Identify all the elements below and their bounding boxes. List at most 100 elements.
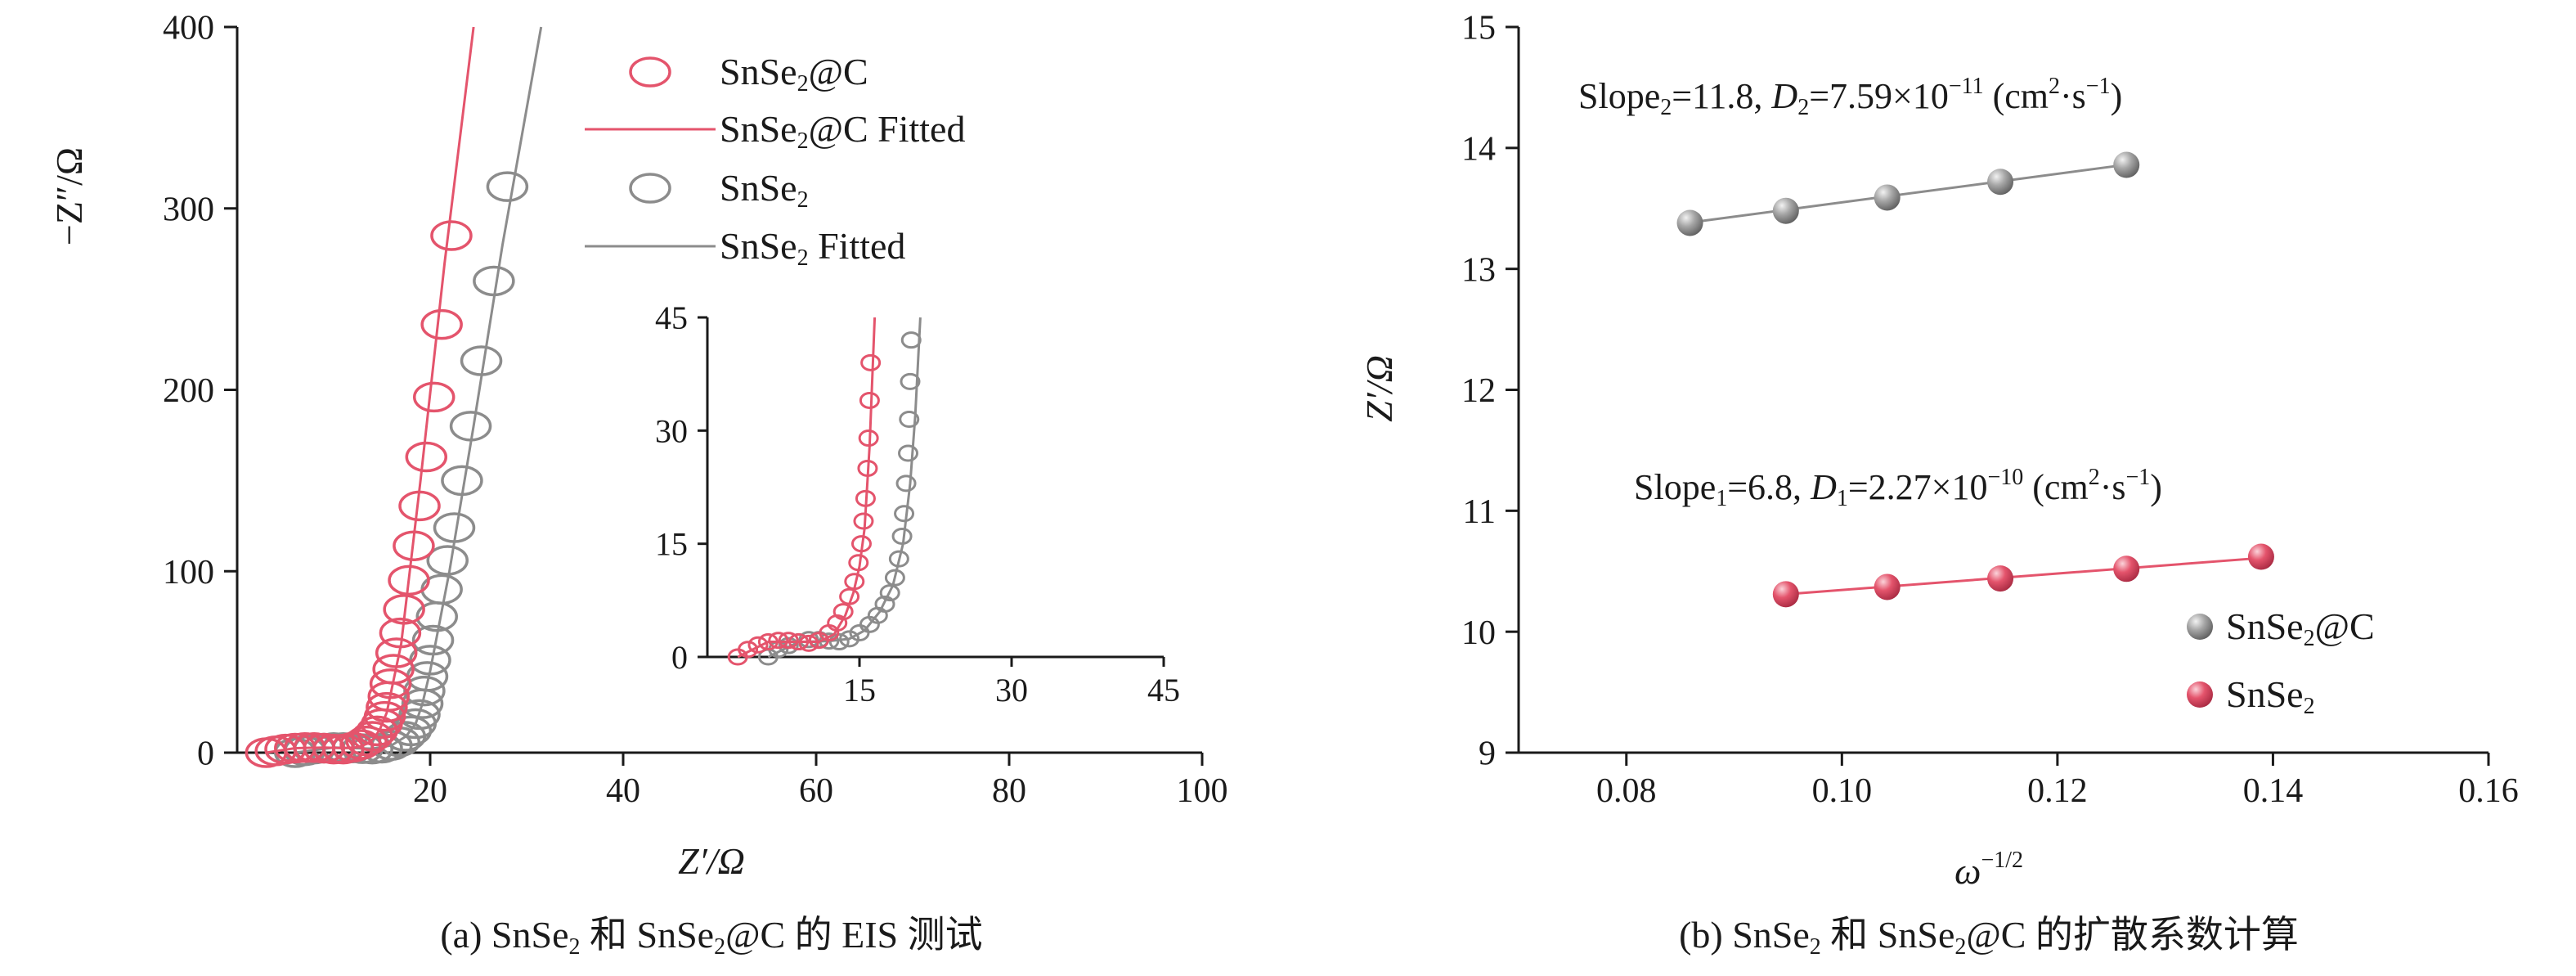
panel-a-x-tick-label: 20: [413, 772, 447, 810]
panel-b-snse2-point: [1987, 565, 2014, 592]
inset-x-tick-label: 45: [1147, 672, 1180, 708]
legend-label-snse2c: SnSe2@C: [720, 51, 868, 97]
panel-b-ticks: 0.08 0.10 0.12 0.14 0.16 9 10 11 12 13 14 15: [1461, 10, 2519, 810]
annotation-slope-2: Slope2=11.8, D2=7.59×10−11 (cm2·s−1): [1578, 74, 2122, 120]
inset-snse2-c-point: [738, 641, 759, 659]
panel-a-x-axis-label: Z′/Ω: [678, 840, 745, 882]
panel-b-snse2-c-point: [1874, 184, 1901, 211]
panel-a-snse2-point: [473, 265, 515, 297]
panel-a-snse2-c-point: [405, 441, 448, 473]
panel-b-snse2-c-point: [1676, 209, 1703, 236]
panel-a-snse2-point: [403, 675, 446, 707]
inset-snse2-c-fitted-line: [737, 317, 877, 659]
panel-b-snse2-c-point: [1987, 169, 2014, 196]
panel-b-snse2-point: [1772, 581, 1799, 608]
panel-b-x-tick-label: 0.10: [1812, 772, 1873, 810]
panel-b-y-tick-label: 15: [1461, 10, 1496, 47]
inset-snse2-point: [891, 527, 913, 545]
panel-b-snse2-c-fit-line: [1690, 163, 2127, 224]
panel-a-series: [245, 26, 543, 768]
panel-a-snse2-c-point: [345, 725, 388, 757]
legend-label-snse2-b: SnSe2: [2226, 673, 2315, 719]
panel-a-x-tick-label: 60: [799, 772, 833, 810]
inset-snse2-c-point: [798, 634, 819, 652]
panel-b-snse2-point: [1874, 573, 1901, 600]
inset-snse2-point: [894, 505, 915, 523]
panel-a-snse2-point: [426, 545, 469, 576]
inset-snse2-point: [884, 569, 905, 587]
panel-b-y-tick-label: 10: [1461, 614, 1496, 652]
panel-a-y-tick-label: 200: [163, 372, 214, 410]
inset-snse2-point: [900, 372, 921, 390]
inset-x-tick-label: 15: [843, 672, 876, 708]
legend-label-snse2-fitted: SnSe2 Fitted: [720, 225, 905, 271]
panel-a-snse2-c-point: [388, 564, 430, 596]
panel-b-caption: (b) SnSe2 和 SnSe2@C 的扩散系数计算: [1679, 914, 2299, 960]
panel-a-snse2-point: [486, 171, 529, 202]
inset-y-tick-label: 0: [671, 639, 688, 676]
panel-a-legend: SnSe2@C SnSe2@C Fitted SnSe2 SnSe2 Fitte…: [585, 51, 965, 271]
panel-a-y-axis-label: −Z″/Ω: [48, 147, 90, 245]
inset-y-tick-label: 15: [655, 526, 688, 563]
annotation-slope-1: Slope1=6.8, D1=2.27×10−10 (cm2·s−1): [1634, 465, 2162, 511]
panel-b-y-tick-label: 13: [1461, 251, 1496, 289]
panel-b-legend: SnSe2@C SnSe2: [2187, 605, 2375, 719]
panel-a-snse2-point: [398, 699, 441, 731]
panel-b-y-tick-label: 9: [1479, 735, 1496, 773]
inset-y-tick-label: 30: [655, 412, 688, 449]
panel-a-inset-chart: 15 30 45 0 15 30 45: [655, 299, 1180, 708]
panel-a-x-tick-label: 100: [1177, 772, 1228, 810]
inset-snse2-point: [778, 636, 799, 654]
inset-snse2-point: [900, 331, 922, 349]
legend-label-snse2: SnSe2: [720, 167, 809, 213]
panel-b-snse2-fit-line: [1785, 556, 2262, 596]
panel-b-snse2-c-point: [1772, 197, 1799, 224]
panel-a-snse2-point: [449, 411, 492, 442]
panel-b-snse2-point: [2247, 543, 2274, 570]
inset-snse2-point: [888, 550, 909, 568]
panel-b-y-axis-label: Z′/Ω: [1358, 355, 1400, 422]
panel-b-series: [1676, 151, 2274, 608]
inset-snse2-point: [874, 595, 895, 613]
inset-series: [727, 317, 922, 666]
legend-marker-snse2: [629, 173, 671, 204]
panel-b-x-tick-label: 0.14: [2243, 772, 2304, 810]
panel-a-caption: (a) SnSe2 和 SnSe2@C 的 EIS 测试: [440, 914, 982, 960]
panel-b-y-tick-label: 11: [1463, 493, 1496, 531]
panel-a-snse2-c-point: [312, 733, 355, 765]
panel-a-snse2-c-point: [412, 381, 456, 413]
panel-a-x-tick-label: 40: [606, 772, 640, 810]
legend-marker-snse2c-b: [2187, 614, 2213, 640]
panel-b-snse2-c-point: [2113, 151, 2140, 178]
inset-snse2-c-point: [778, 632, 799, 650]
panel-b-y-tick-label: 12: [1461, 372, 1496, 410]
panel-a-snse2-c-fitted-line: [266, 26, 475, 754]
panel-a-y-tick-label: 0: [197, 735, 214, 773]
panel-a-y-tick-label: 400: [163, 10, 214, 47]
panel-a-snse2-c-point: [363, 700, 406, 732]
inset-ticks: 15 30 45 0 15 30 45: [655, 299, 1180, 708]
panel-a-snse2-c-point: [430, 220, 473, 251]
inset-snse2-point: [895, 475, 917, 492]
panel-b-x-axis-label: ω−1/2: [1954, 848, 2023, 892]
inset-snse2-c-point: [747, 636, 769, 654]
inset-axes: [706, 317, 1164, 659]
panel-b-x-tick-label: 0.08: [1596, 772, 1657, 810]
inset-snse2-point: [899, 411, 920, 428]
legend-marker-snse2c: [629, 56, 671, 88]
inset-x-tick-label: 30: [995, 672, 1028, 708]
panel-a-snse2-c-point: [420, 308, 463, 340]
panel-b-diffusion-chart: 0.08 0.10 0.12 0.14 0.16 9 10 11 12 13 14 15 Z′/Ω ω…: [1358, 10, 2519, 960]
inset-snse2-point: [879, 584, 900, 602]
inset-snse2-c-point: [859, 391, 880, 409]
inset-snse2-point: [898, 444, 919, 462]
panel-a-x-tick-label: 80: [992, 772, 1026, 810]
panel-a-y-tick-label: 100: [163, 554, 214, 591]
panel-b-x-tick-label: 0.12: [2027, 772, 2088, 810]
inset-snse2-c-point: [768, 632, 789, 650]
legend-marker-snse2-b: [2187, 681, 2213, 708]
panel-b-y-tick-label: 14: [1461, 131, 1496, 169]
legend-label-snse2c-fitted: SnSe2@C Fitted: [720, 108, 965, 154]
